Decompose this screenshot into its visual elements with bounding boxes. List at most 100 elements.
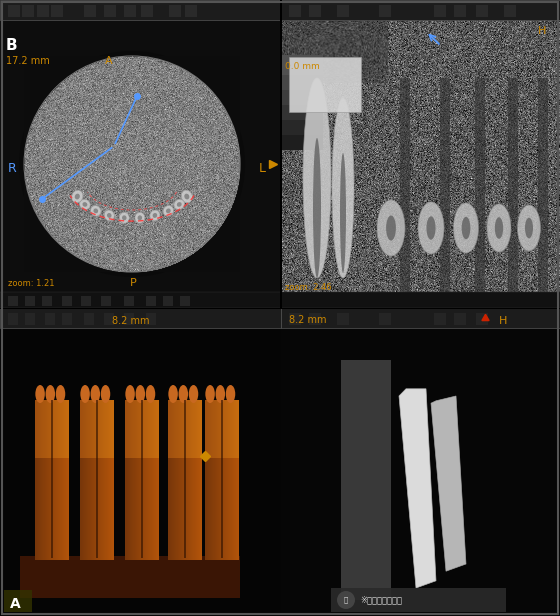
Bar [173,400,174,458]
Bar [0,292,281,308]
Bar [185,458,186,560]
Bar [96,400,97,458]
Bar [177,400,178,458]
Bar [186,458,187,560]
Bar [194,400,195,458]
Bar [199,400,200,458]
Bar [80,400,81,458]
Bar [186,400,187,458]
Bar [126,458,127,560]
Ellipse shape [184,193,189,200]
Bar [129,400,130,458]
Bar [54,458,55,560]
Bar [88,400,89,458]
Bar [171,400,172,458]
Ellipse shape [340,153,346,273]
Bar [454,5,466,17]
Bar [141,400,142,458]
Bar [35,400,36,458]
Bar [110,458,111,560]
Bar [198,400,199,458]
Bar [53,400,54,458]
Bar [177,458,178,560]
Bar [94,458,95,560]
Ellipse shape [313,138,321,278]
Bar [205,400,206,458]
Bar [163,296,173,306]
Bar [85,313,94,325]
Bar [81,400,82,458]
Bar [220,458,221,560]
Bar [193,458,194,560]
Bar [156,400,157,458]
Bar [454,313,466,325]
Bar [337,313,349,325]
Bar [62,400,63,458]
Bar [62,458,63,560]
Bar [190,458,191,560]
Bar [41,400,42,458]
Ellipse shape [377,200,405,256]
Ellipse shape [427,216,436,240]
Bar [106,400,107,458]
Bar [281,0,560,20]
Bar [228,458,229,560]
Bar [281,292,560,308]
Bar [208,400,209,458]
Bar [93,458,94,560]
Bar [226,458,227,560]
Bar [40,400,41,458]
Bar [187,458,188,560]
Bar [0,308,281,328]
Bar [229,458,230,560]
Bar [217,458,218,560]
Bar [290,5,301,17]
Bar [213,458,214,560]
Bar [237,400,238,458]
Bar [152,400,153,458]
Bar [144,458,145,560]
Bar [309,313,321,325]
Bar [149,400,150,458]
Text: zoom: 1.21: zoom: 1.21 [8,279,54,288]
Bar [50,5,63,17]
Bar [46,458,47,560]
Bar [151,400,152,458]
Polygon shape [399,389,436,588]
Bar [179,458,180,560]
Bar [210,400,211,458]
Bar [125,458,126,560]
Bar [155,400,156,458]
Bar [109,400,110,458]
Bar [98,458,99,560]
Bar [92,458,93,560]
Bar [112,400,113,458]
Bar [183,458,184,560]
Bar [61,400,62,458]
Text: P: P [130,278,137,288]
Text: ※一口腔正畸林军: ※一口腔正畸林军 [360,596,402,604]
Bar [231,458,232,560]
Bar [124,313,134,325]
Bar [102,400,103,458]
Bar [400,78,410,308]
Ellipse shape [75,193,80,200]
Bar [141,5,152,17]
Bar [60,458,61,560]
Bar [46,400,47,458]
Bar [207,400,208,458]
Bar [212,400,213,458]
Bar [85,458,86,560]
Bar [208,458,209,560]
Bar [83,400,84,458]
Bar [113,458,114,560]
Bar [82,296,91,306]
Bar [84,458,85,560]
Bar [146,458,147,560]
Bar [57,400,58,458]
Bar [172,400,173,458]
Bar [105,458,106,560]
Text: 0.0 mm: 0.0 mm [285,62,320,71]
Bar [51,400,52,458]
Bar [104,458,105,560]
